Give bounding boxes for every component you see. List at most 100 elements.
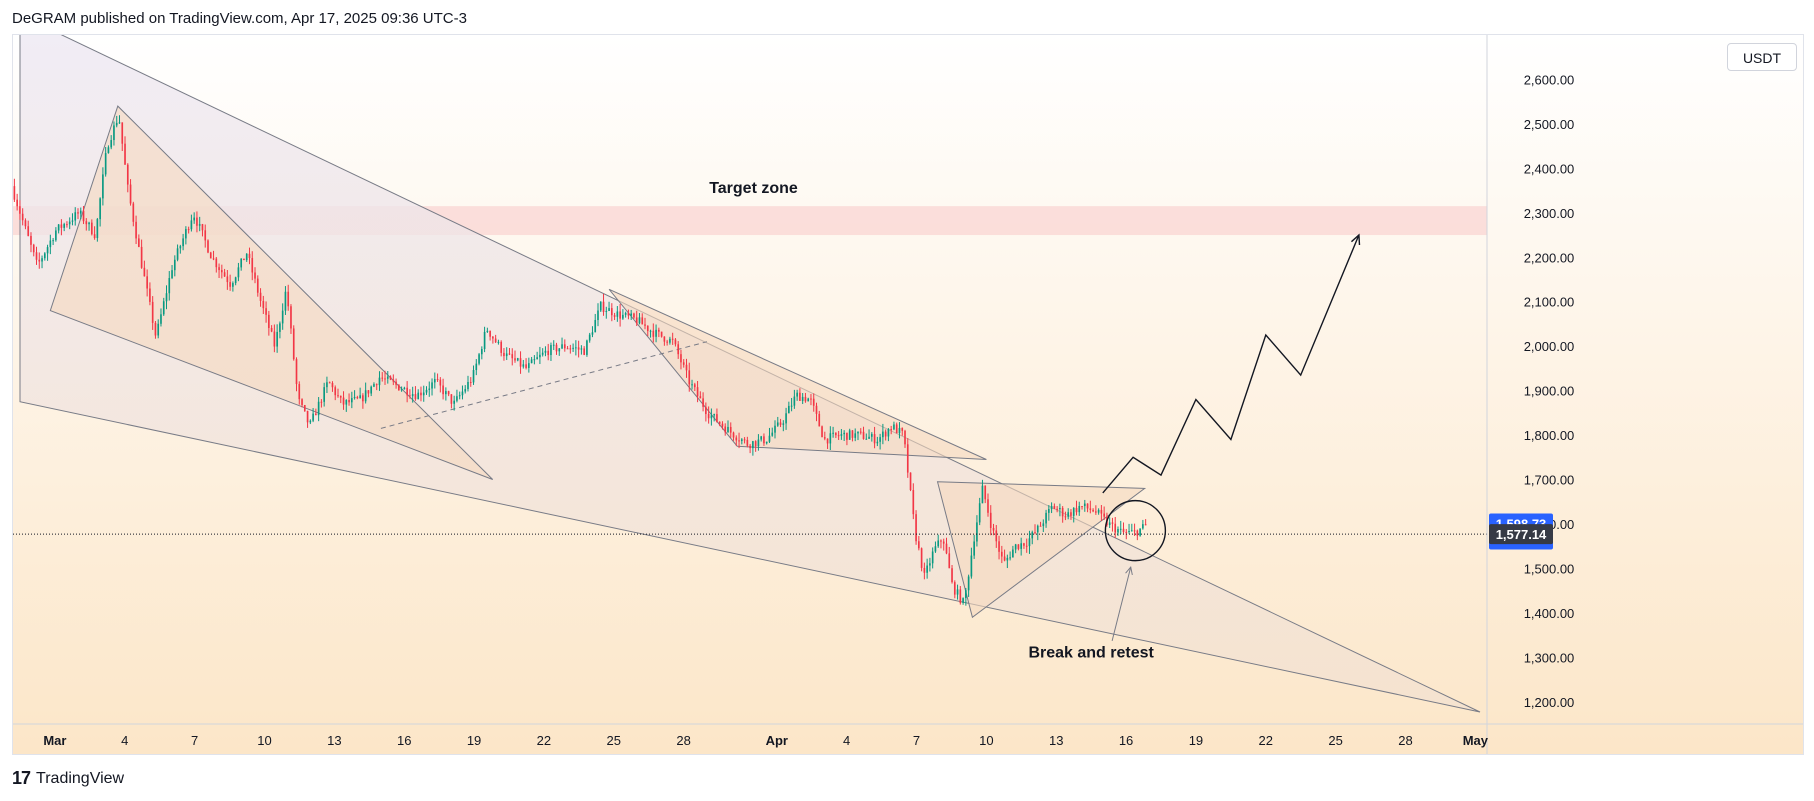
candle-body [710,415,713,419]
currency-selector[interactable]: USDT [1727,43,1797,71]
candle-body [671,338,674,340]
candle [987,493,989,517]
candle-body [425,389,428,393]
candle [677,341,680,359]
candle-body [843,432,845,435]
candle-body [970,555,973,577]
candle-body [558,348,561,352]
candle [121,122,124,151]
candle-body [243,258,245,261]
candle-body [478,354,480,364]
candle-body [951,568,953,583]
candle [934,541,937,553]
candle-body [151,301,154,323]
candle-body [480,349,483,355]
candle-body [160,314,162,324]
candle [699,391,702,399]
time-tick-label: 22 [1259,733,1273,748]
candle-body [176,248,179,260]
candle-body [967,576,970,591]
candle-body [306,410,309,423]
candle-body [1034,532,1036,534]
candle [467,375,469,392]
candle-body [165,293,168,302]
candle-body [350,398,353,403]
candle-body [669,338,671,343]
candle-body [1122,528,1125,532]
time-axis[interactable]: Mar 4 7 10 13 16 19 22 25 28 Apr 4 7 10 13 16 19 22 25 28 Ma… [43,733,1488,748]
candle-body [906,444,909,473]
candle [276,324,278,353]
candle [41,255,43,269]
time-tick-label: 28 [1398,733,1412,748]
candle [970,547,973,579]
candle [1108,517,1111,529]
candle [359,387,361,399]
candle-body [348,400,350,403]
price-chart[interactable]: Target zone Break and retest 1,200.00 1,3… [13,35,1804,755]
candle [895,422,898,434]
candle-body [395,381,397,385]
candle-body [788,405,790,414]
candle [688,362,691,392]
candle [57,224,60,234]
candle-body [942,541,945,544]
candle-body [940,540,942,542]
candle-body [450,394,453,404]
candle-body [19,206,21,214]
candle [591,326,594,338]
candle [804,392,807,403]
candle [292,325,295,361]
tradingview-footer[interactable]: 17 TradingView [12,768,124,789]
candle-body [492,336,494,339]
candle [1067,508,1070,520]
candle [190,214,193,232]
price-axis[interactable]: 1,200.001,300.001,400.001,500.001,600.00… [1524,72,1575,709]
candle [685,358,688,378]
candle-body [414,394,417,400]
candle-body [220,270,223,273]
break-and-retest-label: Break and retest [1028,644,1154,661]
candle-body [273,331,276,347]
candle [942,538,945,551]
candle [1014,543,1017,554]
candle-body [901,427,904,431]
candle-body [323,387,325,402]
candle-body [729,426,732,433]
chart-pane[interactable]: Target zone Break and retest 1,200.00 1,3… [12,34,1804,755]
candle [846,432,848,446]
candle-body [1144,524,1147,526]
candle-body [854,433,857,438]
candle [220,264,223,279]
candle [90,219,93,236]
candle-body [641,317,644,325]
candle-body [810,398,812,400]
candle-body [88,222,90,225]
candle [1042,519,1045,533]
candle-body [586,340,588,355]
candle [843,430,845,441]
candle [24,218,27,230]
candle [646,325,649,337]
candle [497,339,500,345]
candle [923,562,926,580]
candle-body [237,267,240,278]
candle [104,146,107,177]
candle [389,375,392,381]
candle [887,428,890,442]
candle-body [685,364,688,371]
time-tick-label: 19 [467,733,481,748]
candle [1056,506,1058,513]
candle-body [472,370,475,383]
candle [1119,520,1122,534]
candle-body [884,431,887,437]
candle-body [417,392,420,400]
candle-body [337,395,339,397]
candle [671,332,674,345]
pattern-layer [19,35,1481,713]
candle-body [1089,508,1092,510]
candle-body [801,396,804,401]
candle-body [489,330,491,337]
candle [248,247,251,265]
candle [411,386,414,403]
